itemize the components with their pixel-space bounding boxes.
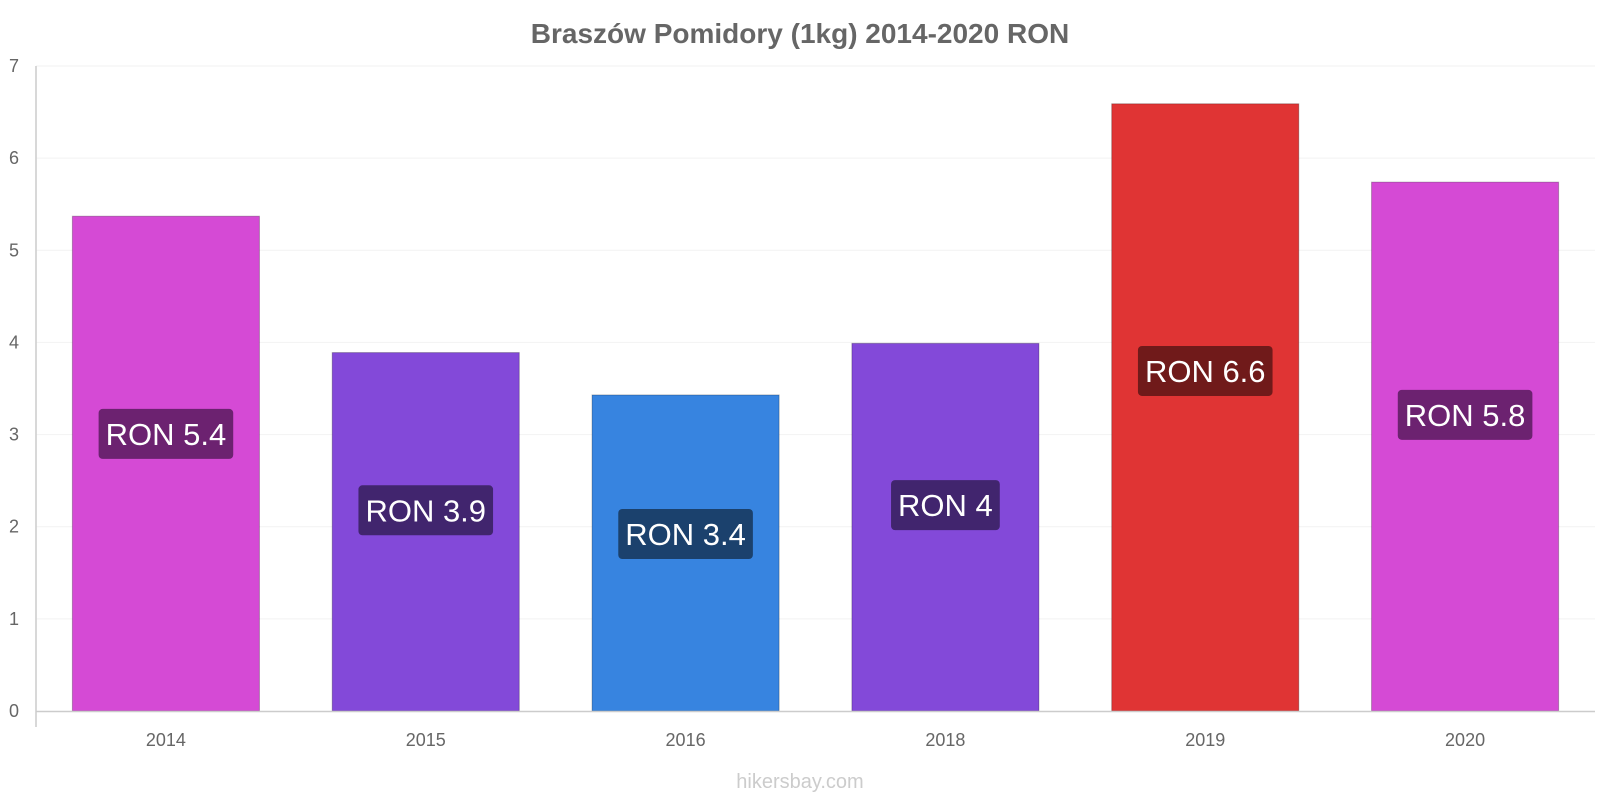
data-label-2020: RON 5.8 [1397,389,1533,440]
x-tick-label: 2019 [1185,730,1225,750]
y-tick-label: 6 [9,148,19,168]
x-tick-label: 2016 [666,730,706,750]
y-tick-label: 7 [9,56,19,76]
y-tick-label: 1 [9,609,19,629]
bars [71,103,1560,712]
data-label-2015: RON 3.9 [358,485,494,536]
y-tick-label: 0 [9,701,19,721]
y-tick-label: 5 [9,240,19,260]
data-label-text: RON 3.4 [625,517,746,552]
data-label-text: RON 6.6 [1145,354,1266,389]
x-axis-ticks: 2014 2015 2016 2018 2019 2020 [146,730,1485,750]
gridlines [36,65,1595,620]
data-label-box [1397,389,1533,440]
data-label-2018: RON 4 [891,480,1000,531]
y-tick-label: 3 [9,425,19,445]
chart-title: Braszów Pomidory (1kg) 2014-2020 RON [531,18,1069,49]
y-tick-label: 4 [9,332,19,352]
y-tick-label: 2 [9,517,19,537]
credit-text: hikersbay.com [736,771,863,793]
data-label-text: RON 5.4 [106,417,227,452]
data-label-box [98,408,234,459]
data-label-box [358,485,494,536]
x-tick-label: 2018 [925,730,965,750]
y-axis-ticks: 0 1 2 3 4 5 6 7 [9,56,19,721]
x-tick-label: 2014 [146,730,186,750]
data-label-box [618,509,753,560]
bar-2020 [1371,181,1560,712]
x-tick-label: 2015 [406,730,446,750]
data-label-box [891,480,1000,531]
data-label-text: RON 3.9 [365,493,486,528]
data-label-2016: RON 3.4 [618,509,753,560]
bar-2014 [71,215,260,712]
data-labels: RON 5.4 RON 3.9 RON 3.4 RON 4 RON 6.6 RON 5.8 [98,345,1533,560]
data-label-2014: RON 5.4 [98,408,234,459]
x-tick-label: 2020 [1445,730,1485,750]
data-label-box [1137,345,1273,396]
data-label-text: RON 5.8 [1405,398,1526,433]
bar-2019 [1111,103,1300,712]
data-label-text: RON 4 [898,488,993,523]
data-label-2019: RON 6.6 [1137,345,1273,396]
